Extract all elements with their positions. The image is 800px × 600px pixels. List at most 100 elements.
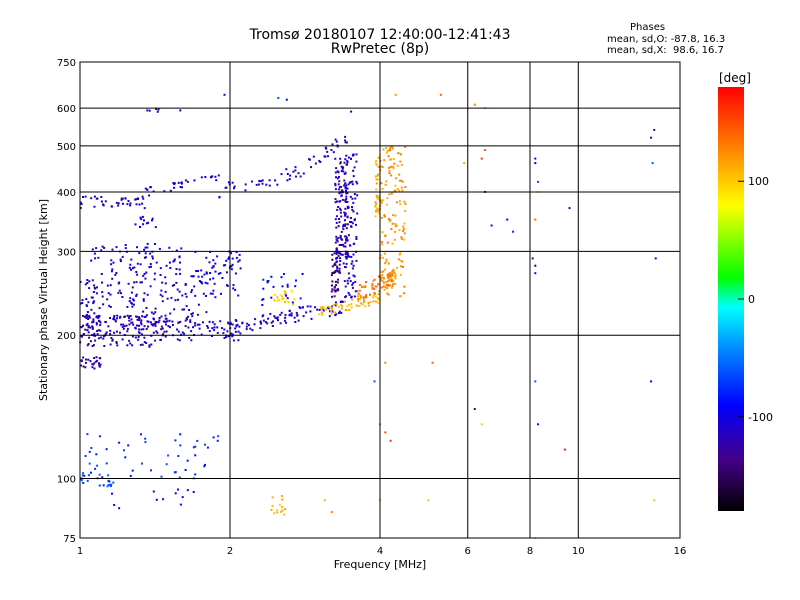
phase-point xyxy=(119,260,122,263)
phase-point xyxy=(79,280,82,283)
phase-point xyxy=(150,469,152,472)
phase-point xyxy=(375,163,378,166)
phase-point xyxy=(121,197,124,200)
phase-point xyxy=(270,321,273,324)
phase-point xyxy=(109,317,111,319)
phase-point xyxy=(376,297,379,300)
phase-point xyxy=(173,258,176,261)
phase-point xyxy=(276,316,279,319)
phase-point xyxy=(336,281,339,284)
phase-point xyxy=(346,282,349,285)
phase-point xyxy=(334,301,337,304)
phase-point xyxy=(335,235,338,238)
phase-point xyxy=(213,323,216,326)
phase-point xyxy=(179,503,182,506)
phase-point xyxy=(122,202,124,205)
phase-point xyxy=(90,197,93,200)
phase-point xyxy=(506,218,509,221)
phase-point xyxy=(271,325,274,327)
phase-point xyxy=(344,266,347,269)
phase-point xyxy=(402,238,405,241)
phase-point xyxy=(355,304,358,307)
phase-point xyxy=(342,243,345,246)
x-axis-ticks: 1 2 4 6 8 10 16 xyxy=(77,546,687,557)
phase-point xyxy=(174,439,177,442)
phase-point xyxy=(335,215,338,218)
phase-point xyxy=(385,147,388,149)
phase-point xyxy=(375,285,378,288)
phase-point xyxy=(101,476,104,479)
phase-point xyxy=(350,225,353,228)
phase-point xyxy=(349,181,352,184)
phase-point xyxy=(110,205,113,208)
phase-point xyxy=(150,311,153,314)
phase-point xyxy=(349,195,352,198)
phase-point xyxy=(377,157,380,159)
colorbar-tick-label: 0 xyxy=(748,293,755,306)
phase-point xyxy=(344,214,346,217)
phase-point xyxy=(344,309,347,311)
phase-point xyxy=(531,257,534,260)
phase-point xyxy=(134,336,137,339)
phase-point xyxy=(346,161,349,164)
phase-point xyxy=(227,181,230,184)
phase-point xyxy=(276,317,279,320)
phase-point xyxy=(335,257,338,260)
phase-point xyxy=(143,341,146,344)
phase-point xyxy=(160,289,163,292)
phase-point xyxy=(277,97,280,99)
phase-point xyxy=(79,201,82,204)
phase-point xyxy=(209,176,212,179)
phase-point xyxy=(118,441,121,444)
phase-point xyxy=(96,333,99,336)
phase-point xyxy=(342,300,345,303)
phase-point xyxy=(400,273,402,276)
phase-point xyxy=(249,327,252,330)
phase-point xyxy=(142,197,145,200)
phase-point xyxy=(371,284,374,287)
phase-point xyxy=(190,339,193,342)
colorbar-tick-label: 100 xyxy=(748,175,769,188)
phase-point xyxy=(336,288,339,291)
phase-point xyxy=(245,325,248,328)
x-tick-label: 16 xyxy=(674,546,687,557)
phase-point xyxy=(384,361,387,364)
phase-point xyxy=(378,155,381,158)
phase-point xyxy=(364,305,367,308)
phase-point xyxy=(327,305,330,308)
phase-point xyxy=(192,326,194,329)
phase-point xyxy=(147,320,150,323)
phase-point xyxy=(144,315,147,318)
phase-point xyxy=(480,423,483,426)
phase-point xyxy=(270,296,273,299)
phase-point xyxy=(380,279,383,282)
phase-point xyxy=(344,252,347,255)
phase-point xyxy=(81,302,84,304)
phase-point xyxy=(403,232,406,235)
phase-point xyxy=(139,343,142,346)
phase-point xyxy=(212,259,215,262)
phase-point xyxy=(398,173,401,176)
phase-point xyxy=(84,195,87,198)
phase-point xyxy=(146,246,149,249)
phase-point xyxy=(109,293,112,296)
phase-point xyxy=(334,280,337,283)
phase-point xyxy=(534,272,537,275)
phase-point xyxy=(212,265,215,268)
phase-point xyxy=(106,284,109,287)
phase-point xyxy=(286,179,289,182)
phase-point xyxy=(369,301,372,304)
phase-point xyxy=(209,292,212,295)
phase-point xyxy=(390,271,393,274)
phase-point xyxy=(110,337,113,339)
phase-point xyxy=(143,315,146,318)
phase-point xyxy=(356,182,359,185)
phase-point xyxy=(400,186,403,189)
phase-point xyxy=(217,435,220,438)
phase-point xyxy=(480,157,483,160)
phase-point xyxy=(279,293,282,296)
phase-point xyxy=(114,320,117,323)
phase-point xyxy=(217,272,220,275)
phase-point xyxy=(484,149,487,151)
